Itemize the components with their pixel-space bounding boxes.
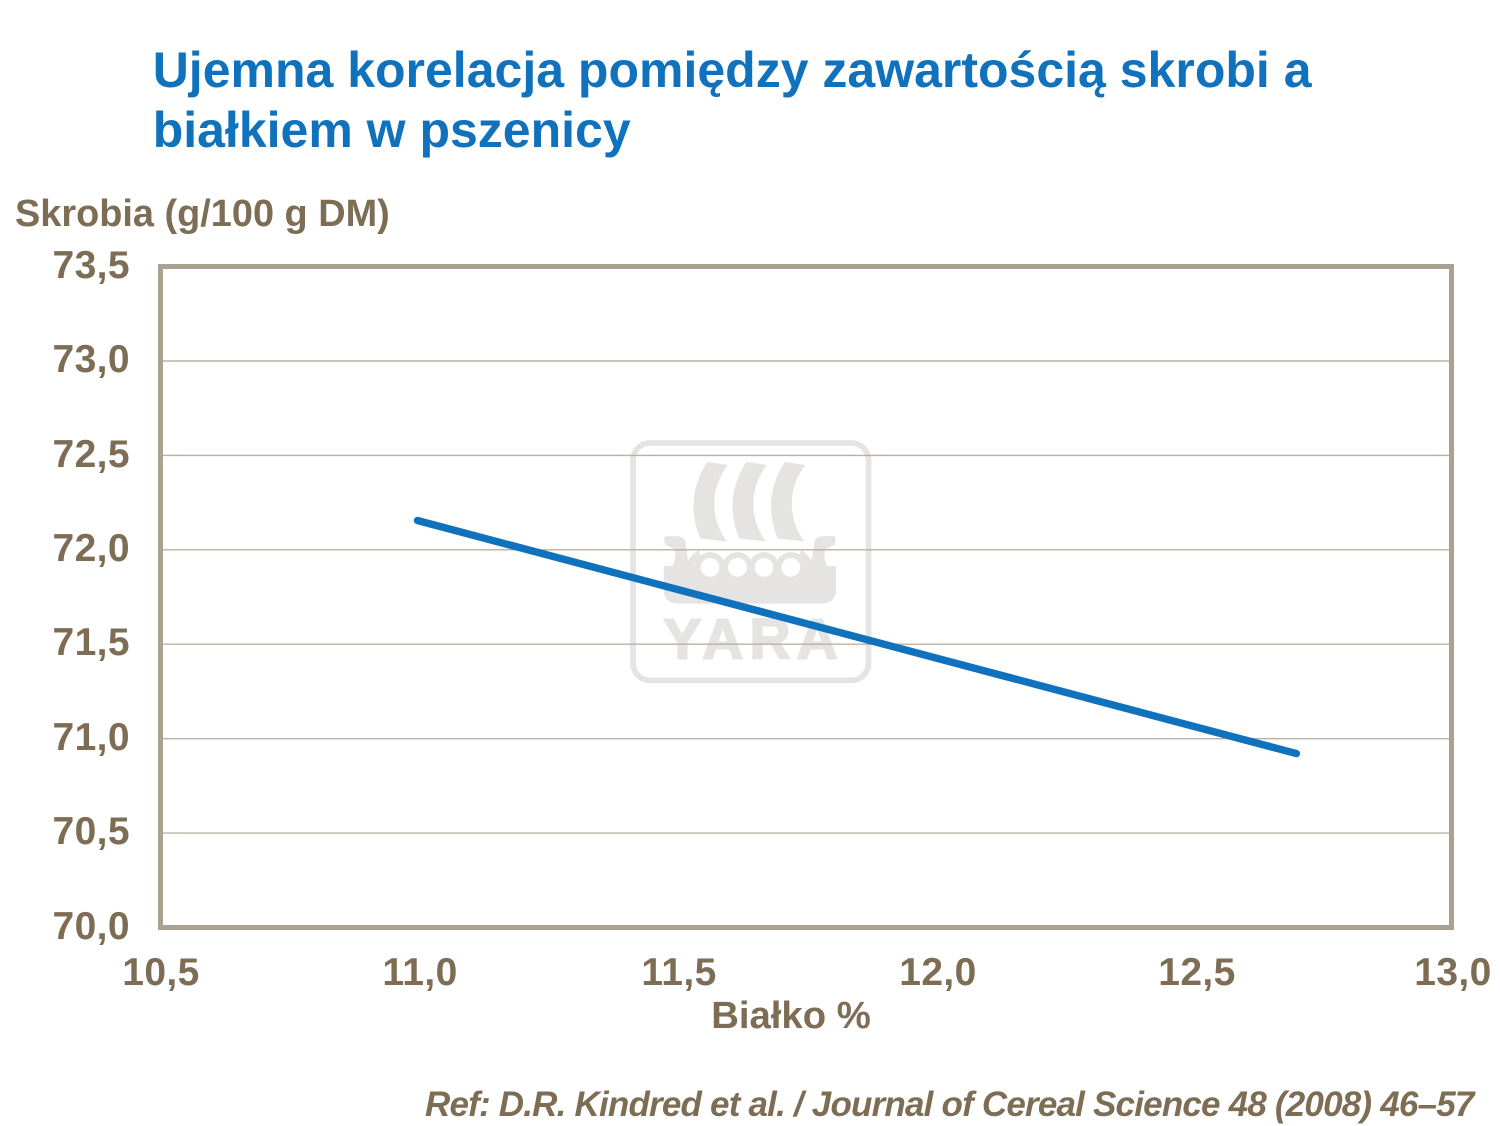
svg-text:YARA: YARA	[664, 608, 845, 671]
